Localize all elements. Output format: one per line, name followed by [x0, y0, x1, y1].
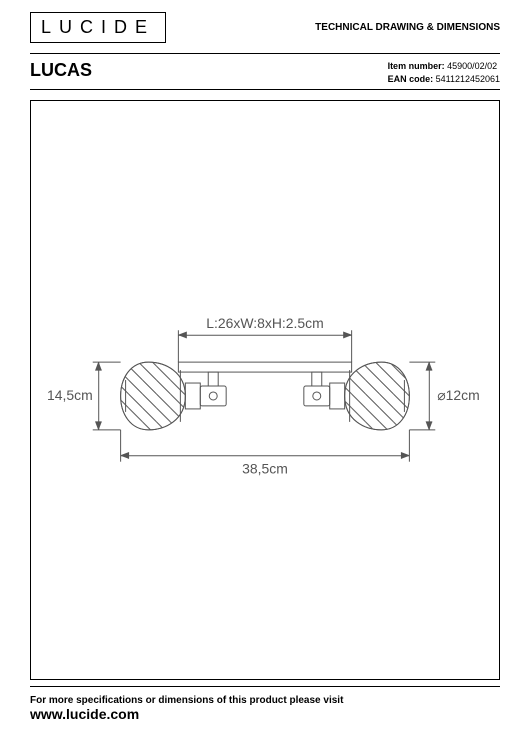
divider-sub	[30, 89, 500, 90]
footer-text: For more specifications or dimensions of…	[30, 695, 500, 706]
drawing-frame: L:26xW:8xH:2.5cm 14,5cm ⌀12cm 38,5cm	[30, 100, 500, 680]
header-title: TECHNICAL DRAWING & DIMENSIONS	[315, 22, 500, 33]
product-name: LUCAS	[30, 60, 92, 85]
footer-url: www.lucide.com	[30, 706, 500, 722]
ean-value: 5411212452061	[436, 74, 500, 84]
ean-label: EAN code:	[388, 74, 434, 84]
dim-bottom-text: 38,5cm	[242, 461, 288, 477]
item-number-label: Item number:	[388, 61, 445, 71]
item-number-value: 45900/02/02	[447, 61, 497, 71]
brand-logo: LUCIDE	[30, 12, 166, 43]
dim-right-text: ⌀12cm	[437, 387, 479, 403]
divider-footer	[30, 686, 500, 687]
dim-top-text: L:26xW:8xH:2.5cm	[206, 315, 323, 331]
technical-drawing: L:26xW:8xH:2.5cm 14,5cm ⌀12cm 38,5cm	[31, 101, 499, 679]
dim-left-text: 14,5cm	[47, 387, 93, 403]
product-info: Item number: 45900/02/02 EAN code: 54112…	[388, 60, 500, 85]
